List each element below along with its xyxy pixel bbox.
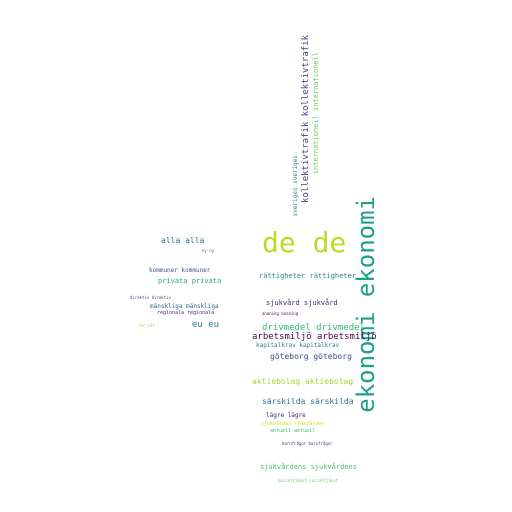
word: kapitalkrav kapitalkrav	[256, 342, 340, 349]
word: sjukvården sjukvården	[261, 421, 325, 427]
word: alla alla	[161, 236, 205, 245]
word: särskilda särskilda	[262, 397, 354, 406]
word: aktuell aktuell	[270, 428, 316, 434]
word: ekonomi ekonomi	[352, 196, 380, 413]
word: de de	[262, 226, 347, 259]
word: lägre lägre	[266, 412, 306, 419]
word: privata privata	[158, 277, 222, 285]
word: sjukvård sjukvård	[266, 299, 338, 307]
word: aktiebolag aktiebolag	[252, 377, 354, 386]
word: direktiv direktiv	[130, 295, 171, 300]
word: sjukvårdens sjukvårdens	[260, 463, 357, 471]
word: barnfrågor barnfrågor	[282, 441, 333, 446]
word: arbetsmiljö arbetsmiljö	[252, 332, 377, 342]
word: rättigheter rättigheter	[259, 272, 356, 280]
word: mänskliga mänskliga	[150, 303, 219, 310]
word: rör rör	[138, 323, 155, 328]
word: kommuner kommuner	[149, 267, 211, 274]
word: internationell internationell	[312, 52, 320, 175]
word: socialtjänst socialtjänst	[278, 478, 339, 483]
word: ny ny	[202, 248, 215, 253]
word: göteborg göteborg	[270, 352, 352, 361]
word: regionala regionala	[157, 310, 215, 316]
word: anoning anoning	[262, 311, 299, 316]
word: kollektivtrafik kollektivtrafik	[301, 35, 311, 203]
word: eu eu	[192, 320, 220, 330]
word: drivmedel drivmedel	[262, 323, 365, 333]
word: sveriges sveriges	[292, 155, 299, 217]
